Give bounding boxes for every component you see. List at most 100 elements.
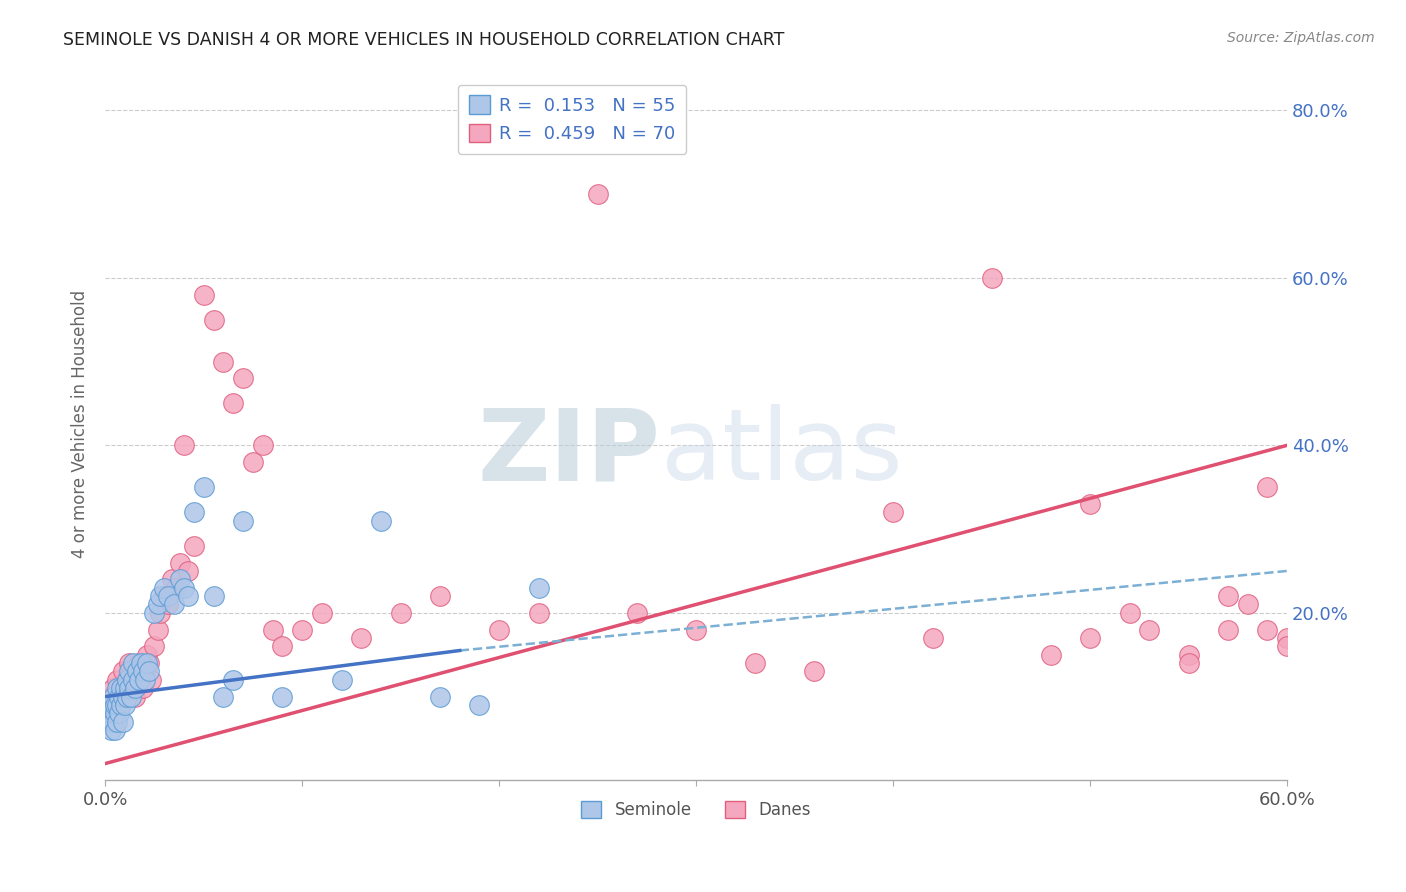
Point <box>1177 648 1199 662</box>
Point <box>222 673 245 687</box>
Point <box>1216 623 1239 637</box>
Point <box>271 690 294 704</box>
Point <box>120 690 142 704</box>
Point <box>104 698 127 712</box>
Point <box>165 581 187 595</box>
Point <box>262 623 284 637</box>
Point <box>157 598 180 612</box>
Point <box>177 564 200 578</box>
Point <box>1078 497 1101 511</box>
Point <box>120 681 142 696</box>
Point <box>429 589 451 603</box>
Point <box>121 665 143 679</box>
Point <box>685 623 707 637</box>
Point <box>101 681 124 696</box>
Point <box>1275 640 1298 654</box>
Point <box>212 690 235 704</box>
Point <box>121 656 143 670</box>
Point <box>177 589 200 603</box>
Point <box>124 681 146 696</box>
Point <box>105 681 128 696</box>
Point <box>157 589 180 603</box>
Point <box>114 698 136 712</box>
Point <box>1216 589 1239 603</box>
Point <box>124 690 146 704</box>
Point <box>202 589 225 603</box>
Point <box>100 698 122 712</box>
Point <box>131 681 153 696</box>
Point <box>183 539 205 553</box>
Point <box>1256 623 1278 637</box>
Point <box>169 572 191 586</box>
Point <box>134 673 156 687</box>
Point <box>125 665 148 679</box>
Point <box>129 665 152 679</box>
Point <box>101 690 124 704</box>
Point <box>131 665 153 679</box>
Point <box>104 723 127 737</box>
Point <box>121 673 143 687</box>
Point <box>149 606 172 620</box>
Point <box>118 665 141 679</box>
Text: SEMINOLE VS DANISH 4 OR MORE VEHICLES IN HOUSEHOLD CORRELATION CHART: SEMINOLE VS DANISH 4 OR MORE VEHICLES IN… <box>63 31 785 49</box>
Point <box>115 690 138 704</box>
Point <box>1137 623 1160 637</box>
Point <box>1236 598 1258 612</box>
Point <box>108 690 131 704</box>
Point <box>105 673 128 687</box>
Point <box>111 690 134 704</box>
Point <box>882 505 904 519</box>
Point <box>626 606 648 620</box>
Point <box>488 623 510 637</box>
Point <box>153 581 176 595</box>
Text: Source: ZipAtlas.com: Source: ZipAtlas.com <box>1227 31 1375 45</box>
Point <box>135 648 157 662</box>
Point <box>1039 648 1062 662</box>
Point <box>128 656 150 670</box>
Point <box>242 455 264 469</box>
Point <box>370 514 392 528</box>
Point <box>586 187 609 202</box>
Point <box>389 606 412 620</box>
Point <box>100 690 122 704</box>
Point <box>330 673 353 687</box>
Point <box>980 271 1002 285</box>
Point <box>160 572 183 586</box>
Point <box>350 631 373 645</box>
Point <box>105 698 128 712</box>
Point <box>232 514 254 528</box>
Point <box>143 606 166 620</box>
Point <box>271 640 294 654</box>
Point <box>104 706 127 721</box>
Y-axis label: 4 or more Vehicles in Household: 4 or more Vehicles in Household <box>72 291 89 558</box>
Point <box>115 673 138 687</box>
Point <box>744 656 766 670</box>
Point <box>148 623 170 637</box>
Point <box>129 656 152 670</box>
Legend: Seminole, Danes: Seminole, Danes <box>575 794 818 825</box>
Point <box>252 438 274 452</box>
Point <box>311 606 333 620</box>
Point <box>118 681 141 696</box>
Point <box>111 665 134 679</box>
Point <box>183 505 205 519</box>
Point <box>125 673 148 687</box>
Point <box>429 690 451 704</box>
Point <box>105 714 128 729</box>
Point <box>1078 631 1101 645</box>
Point <box>118 656 141 670</box>
Point <box>193 287 215 301</box>
Point <box>135 656 157 670</box>
Point <box>1118 606 1140 620</box>
Point <box>98 706 121 721</box>
Point <box>108 706 131 721</box>
Point <box>115 673 138 687</box>
Point <box>212 354 235 368</box>
Point <box>468 698 491 712</box>
Point <box>291 623 314 637</box>
Point <box>114 681 136 696</box>
Point <box>169 556 191 570</box>
Point <box>143 640 166 654</box>
Point <box>110 681 132 696</box>
Point <box>173 438 195 452</box>
